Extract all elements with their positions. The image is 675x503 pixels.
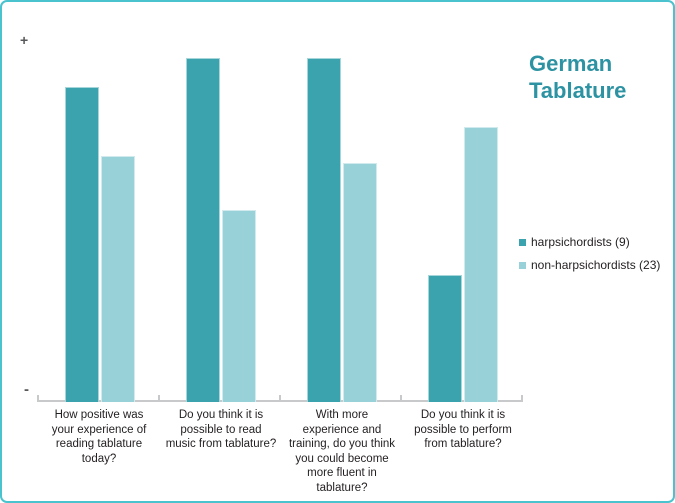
bar-non-harpsichordists-q1: [100, 156, 135, 402]
x-axis-label-question-3: With more experience and training, do yo…: [288, 409, 396, 494]
legend-item-non-harpsichordists: non-harpsichordists (23): [519, 258, 673, 272]
bar-non-harpsichordists-q3: [342, 163, 377, 402]
legend-marker-non-harpsichordists: [519, 261, 526, 269]
x-axis-tick: [158, 395, 160, 402]
x-axis-label-question-1: How positive was your experience of read…: [51, 409, 147, 465]
x-axis-label-question-4: Do you think it is possible to perform f…: [414, 409, 512, 450]
legend-item-harpsichordists: harpsichordists (9): [519, 235, 673, 249]
bar-harpsichordists-q3: [306, 58, 341, 402]
x-axis-tick: [521, 395, 523, 402]
x-axis-tick: [37, 395, 39, 402]
bar-harpsichordists-q4: [427, 275, 462, 402]
chart-title: German Tablature: [529, 51, 627, 103]
legend-label-harpsichordists: harpsichordists (9): [531, 235, 630, 249]
x-axis-label-question-2: Do you think it is possible to read musi…: [165, 409, 277, 450]
y-axis-plus-label: +: [20, 32, 29, 48]
legend: harpsichordists (9) non-harpsichordists …: [519, 235, 673, 281]
bar-harpsichordists-q2: [185, 58, 220, 402]
x-axis-tick: [400, 395, 402, 402]
bar-non-harpsichordists-q4: [463, 127, 498, 402]
bar-harpsichordists-q1: [64, 87, 99, 402]
legend-marker-harpsichordists: [519, 238, 526, 246]
bar-non-harpsichordists-q2: [221, 210, 256, 402]
y-axis-minus-label: -: [24, 381, 29, 398]
x-axis-tick: [279, 395, 281, 402]
legend-label-non-harpsichordists: non-harpsichordists (23): [531, 258, 661, 272]
